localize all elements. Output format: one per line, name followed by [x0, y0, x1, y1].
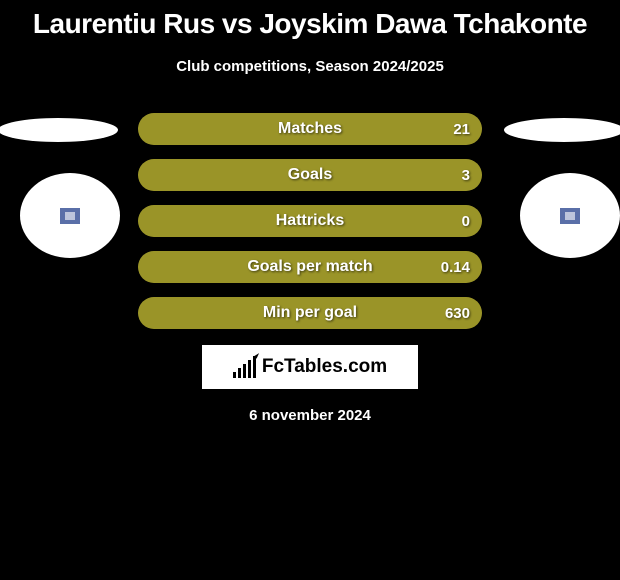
stat-right-value: 21 [453, 113, 470, 145]
stat-right-value: 630 [445, 297, 470, 329]
logo-text: FcTables.com [262, 356, 387, 378]
stat-right-value: 0 [462, 205, 470, 237]
page-title: Laurentiu Rus vs Joyskim Dawa Tchakonte [0, 0, 620, 40]
stat-label: Min per goal [138, 297, 482, 329]
badge-placeholder-icon [560, 208, 580, 224]
stat-bar: Hattricks 0 [138, 205, 482, 237]
player-left-badge [20, 173, 120, 258]
stat-label: Goals [138, 159, 482, 191]
chart-bars-icon [233, 356, 256, 378]
stat-right-value: 3 [462, 159, 470, 191]
stat-right-value: 0.14 [441, 251, 470, 283]
stat-label: Hattricks [138, 205, 482, 237]
stat-label: Goals per match [138, 251, 482, 283]
stat-bar: Matches 21 [138, 113, 482, 145]
stat-label: Matches [138, 113, 482, 145]
player-left-oval [0, 118, 118, 142]
stat-bar: Goals per match 0.14 [138, 251, 482, 283]
player-right-badge [520, 173, 620, 258]
subtitle: Club competitions, Season 2024/2025 [0, 58, 620, 75]
stat-bars: Matches 21 Goals 3 Hattricks 0 Goals per… [138, 113, 482, 343]
stat-bar: Min per goal 630 [138, 297, 482, 329]
stat-bar: Goals 3 [138, 159, 482, 191]
date-label: 6 november 2024 [0, 407, 620, 424]
player-right-oval [504, 118, 620, 142]
comparison-stage: Matches 21 Goals 3 Hattricks 0 Goals per… [0, 113, 620, 333]
source-logo: FcTables.com [202, 345, 418, 389]
badge-placeholder-icon [60, 208, 80, 224]
